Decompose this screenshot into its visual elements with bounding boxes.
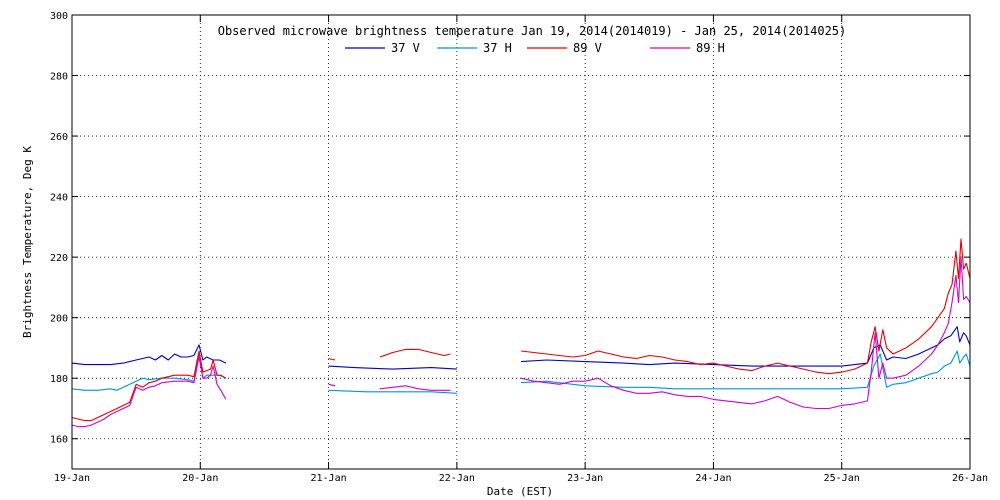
y-tick-label: 260 bbox=[50, 132, 68, 143]
axis-ticks bbox=[71, 14, 971, 469]
plot-frame bbox=[71, 14, 971, 470]
series-line-89-v bbox=[328, 357, 336, 361]
legend: 37 V 37 H 89 V 89 H bbox=[345, 41, 725, 55]
y-tick-label: 160 bbox=[50, 435, 68, 446]
y-tick-label: 280 bbox=[50, 72, 68, 83]
x-tick-label: 19-Jan bbox=[54, 473, 90, 484]
series-line-89-v bbox=[379, 348, 451, 358]
axis-tick-labels: 160 180 200 220 240 260 280 300 19-Jan 20-Jan 21-J… bbox=[50, 11, 988, 484]
y-tick-label: 220 bbox=[50, 253, 68, 264]
legend-label-89-h: 89 H bbox=[696, 41, 725, 55]
series-line-89-h bbox=[328, 383, 336, 387]
x-tick-label: 26-Jan bbox=[952, 473, 988, 484]
series-line-37-v bbox=[328, 365, 457, 370]
y-tick-label: 200 bbox=[50, 314, 68, 325]
legend-label-37-v: 37 V bbox=[391, 41, 420, 55]
y-tick-label: 300 bbox=[50, 11, 68, 22]
series-line-37-h bbox=[520, 350, 971, 390]
y-axis-title: Brightness Temperature, Deg K bbox=[21, 146, 34, 338]
series-line-89-h bbox=[379, 385, 451, 391]
legend-label-37-h: 37 H bbox=[483, 41, 512, 55]
series-line-37-v bbox=[71, 344, 227, 366]
series-line-89-v bbox=[71, 350, 227, 422]
series-line-37-h bbox=[328, 389, 457, 394]
chart-title: Observed microwave brightness temperatur… bbox=[218, 24, 847, 38]
x-tick-label: 21-Jan bbox=[311, 473, 347, 484]
x-axis-title: Date (EST) bbox=[487, 485, 553, 498]
legend-label-89-v: 89 V bbox=[573, 41, 602, 55]
series-line-37-h bbox=[71, 353, 227, 391]
y-tick-label: 240 bbox=[50, 193, 68, 204]
series-line-89-v bbox=[520, 238, 971, 375]
x-tick-label: 22-Jan bbox=[439, 473, 475, 484]
series-group bbox=[71, 238, 971, 428]
series-line-89-h bbox=[520, 256, 971, 410]
x-tick-label: 23-Jan bbox=[567, 473, 603, 484]
x-tick-label: 25-Jan bbox=[824, 473, 860, 484]
y-tick-label: 180 bbox=[50, 374, 68, 385]
x-tick-label: 24-Jan bbox=[695, 473, 731, 484]
series-line-89-h bbox=[71, 356, 227, 428]
x-tick-label: 20-Jan bbox=[182, 473, 218, 484]
